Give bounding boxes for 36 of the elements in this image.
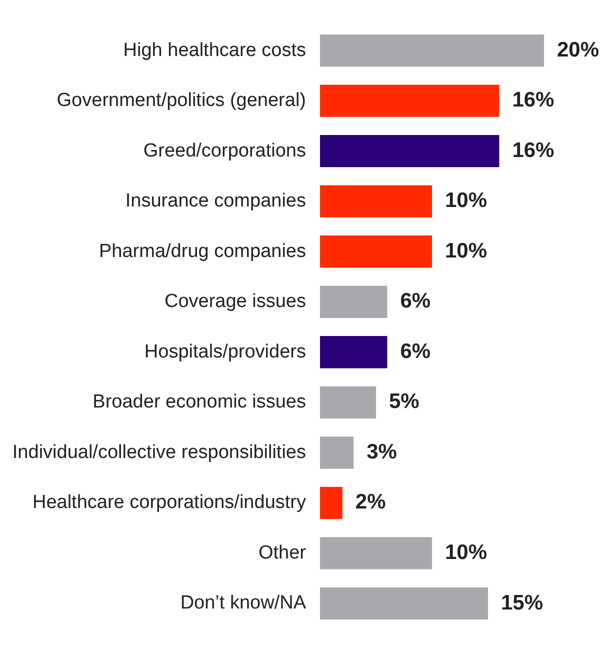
- bar: [320, 486, 342, 520]
- data-label: 15%: [501, 591, 544, 614]
- data-label: 5%: [389, 390, 420, 414]
- data-label: 6%: [400, 340, 431, 363]
- bar: [320, 436, 354, 469]
- y-tick-label: Greed/corporations: [143, 140, 306, 162]
- y-tick-label: Coverage issues: [164, 291, 306, 312]
- y-tick-label: Healthcare corporations/industry: [32, 492, 306, 514]
- y-tick-label: Individual/collective responsibilities: [12, 442, 306, 463]
- data-label: 16%: [512, 138, 555, 162]
- bar: [320, 34, 544, 67]
- data-label: 2%: [355, 490, 386, 514]
- data-label: 3%: [366, 440, 398, 464]
- y-tick-label: High healthcare costs: [123, 40, 306, 61]
- y-tick-label: Insurance companies: [125, 190, 306, 212]
- y-tick-label: Other: [258, 542, 307, 564]
- y-tick-label: Pharma/drug companies: [99, 240, 306, 262]
- bar: [320, 587, 488, 620]
- bar: [320, 236, 432, 268]
- bar: [320, 286, 388, 318]
- bar: [320, 185, 432, 218]
- y-tick-label: Broader economic issues: [92, 392, 306, 413]
- data-label: 10%: [445, 540, 488, 564]
- data-label: 10%: [445, 189, 488, 212]
- bar: [320, 84, 500, 117]
- bar: [320, 134, 500, 168]
- data-label: 6%: [400, 290, 431, 313]
- bar: [320, 336, 388, 368]
- y-tick-label: Don’t know/NA: [180, 592, 306, 614]
- y-tick-label: Government/politics (general): [56, 90, 306, 112]
- data-label: 16%: [512, 88, 555, 112]
- data-label: 20%: [557, 38, 600, 62]
- bar: [320, 537, 432, 570]
- data-label: 10%: [445, 239, 488, 262]
- y-tick-label: Hospitals/providers: [144, 341, 306, 362]
- bar: [320, 386, 376, 418]
